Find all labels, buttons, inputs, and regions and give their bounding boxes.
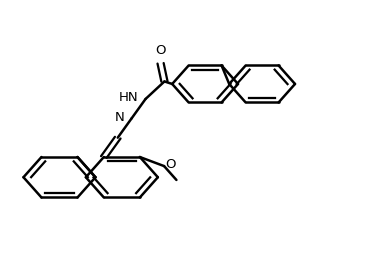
Text: O: O (155, 44, 166, 57)
Text: O: O (166, 158, 176, 171)
Text: HN: HN (119, 91, 138, 104)
Text: N: N (115, 111, 125, 124)
